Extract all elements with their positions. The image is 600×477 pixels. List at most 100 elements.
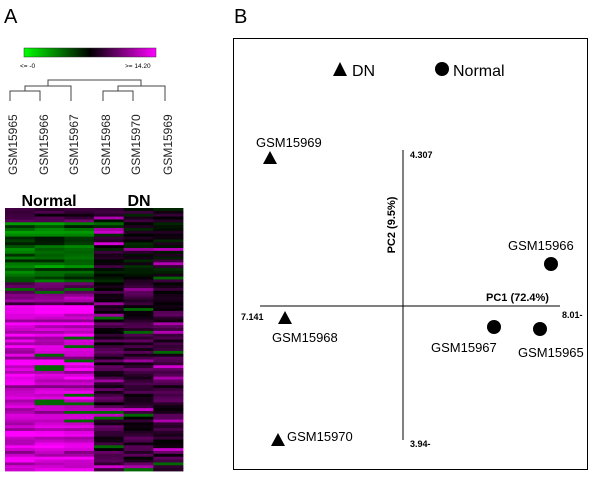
- heatmap-cell: [153, 419, 184, 423]
- heatmap-cell: [64, 370, 95, 375]
- heatmap-cell: [64, 325, 95, 329]
- heatmap-cell: [5, 376, 36, 380]
- heatmap-cell: [5, 468, 36, 472]
- point-marker-gsm15967: [487, 320, 501, 334]
- heatmap-cell: [64, 285, 95, 289]
- heatmap-cell: [34, 270, 65, 275]
- heatmap-cell: [153, 430, 184, 435]
- heatmap-cell: [5, 373, 36, 378]
- heatmap-cell: [94, 413, 125, 418]
- heatmap-cell: [94, 239, 125, 243]
- heatmap-cell: [34, 468, 65, 472]
- sample-label: GSM15969: [161, 114, 175, 175]
- heatmap-cell: [5, 348, 36, 352]
- heatmap-cell: [123, 385, 154, 389]
- heatmap-cell: [94, 230, 125, 235]
- heatmap-cell: [94, 256, 125, 260]
- heatmap-cell: [123, 245, 154, 249]
- heatmap-cell: [123, 379, 154, 383]
- heatmap-cell: [34, 330, 65, 335]
- heatmap-cell: [5, 308, 36, 312]
- heatmap-cell: [123, 253, 154, 257]
- heatmap-cell: [34, 285, 65, 289]
- heatmap-cell: [153, 385, 184, 389]
- heatmap-cell: [5, 462, 36, 466]
- heatmap-cell: [34, 242, 65, 246]
- heatmap-cell: [5, 413, 36, 418]
- heatmap-cell: [94, 370, 125, 375]
- heatmap-cell: [5, 239, 36, 243]
- heatmap-cell: [64, 313, 95, 318]
- heatmap-cell: [153, 208, 184, 212]
- heatmap-cell: [64, 222, 95, 226]
- heatmap-cell: [34, 302, 65, 306]
- heatmap-cell: [94, 296, 125, 300]
- heatmap-cell: [64, 348, 95, 352]
- heatmap-cell: [153, 448, 184, 452]
- pc1-max-label: 8.01-: [562, 310, 583, 320]
- heatmap-cell: [94, 410, 125, 415]
- heatmap-cell: [123, 408, 154, 412]
- heatmap-cell: [34, 428, 65, 432]
- heatmap-cell: [5, 262, 36, 266]
- point-marker-gsm15969: [263, 151, 277, 164]
- heatmap-cell: [94, 468, 125, 472]
- point-label-gsm15967: GSM15967: [431, 340, 497, 355]
- heatmap-cell: [94, 385, 125, 389]
- heatmap-cell: [153, 339, 184, 343]
- heatmap-cell: [153, 450, 184, 455]
- heatmap-cell: [153, 393, 184, 398]
- heatmap-cell: [153, 353, 184, 358]
- heatmap-cell: [34, 405, 65, 409]
- heatmap-cell: [5, 208, 36, 212]
- heatmap-cell: [34, 216, 65, 220]
- legend-triangle-icon: [333, 62, 347, 76]
- heatmap-cell: [5, 430, 36, 435]
- heatmap-cell: [94, 459, 125, 463]
- heatmap-cell: [94, 405, 125, 409]
- heatmap-cell: [153, 382, 184, 386]
- heatmap-cell: [94, 270, 125, 275]
- heatmap-cell: [5, 225, 36, 229]
- heatmap-cell: [34, 413, 65, 418]
- heatmap-cell: [64, 342, 95, 346]
- heatmap-cell: [5, 353, 36, 358]
- heatmap-cell: [94, 402, 125, 406]
- heatmap-cell: [153, 433, 184, 438]
- heatmap-cell: [64, 365, 95, 369]
- heatmap-cell: [123, 268, 154, 272]
- heatmap-cell: [34, 442, 65, 446]
- heatmap-cell: [94, 388, 125, 392]
- heatmap-cell: [153, 336, 184, 340]
- heatmap-cell: [5, 408, 36, 412]
- heatmap-cell: [153, 239, 184, 243]
- heatmap-cell: [5, 313, 36, 318]
- heatmap-cell: [64, 210, 95, 215]
- heatmap-cell: [34, 450, 65, 455]
- heatmap-cell: [34, 436, 65, 440]
- heatmap-cell: [5, 419, 36, 423]
- heatmap-cell: [94, 219, 125, 223]
- heatmap-cell: [34, 359, 65, 363]
- heatmap-cell: [123, 405, 154, 409]
- heatmap-cell: [5, 362, 36, 366]
- heatmap-cell: [5, 322, 36, 326]
- heatmap-cell: [123, 433, 154, 438]
- heatmap-cell: [153, 465, 184, 469]
- heatmap-cell: [34, 273, 65, 278]
- heatmap-cell: [34, 459, 65, 463]
- heatmap-cell: [94, 433, 125, 438]
- heatmap-cell: [123, 365, 154, 369]
- heatmap-cell: [34, 293, 65, 298]
- heatmap-cell: [64, 465, 95, 469]
- heatmap-cell: [34, 462, 65, 466]
- heatmap-cell: [64, 245, 95, 249]
- heatmap-cell: [94, 333, 125, 338]
- heatmap-cell: [94, 330, 125, 335]
- heatmap-cell: [64, 405, 95, 409]
- heatmap-cell: [94, 262, 125, 266]
- heatmap-cell: [5, 299, 36, 303]
- heatmap-cell: [94, 448, 125, 452]
- heatmap-cell: [94, 213, 125, 217]
- heatmap-cell: [153, 310, 184, 315]
